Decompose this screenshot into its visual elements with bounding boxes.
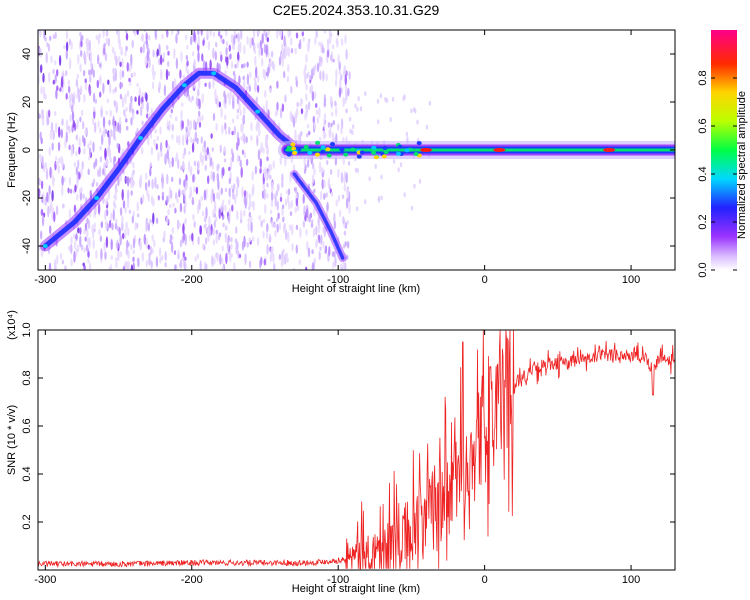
colorbar-gradient — [711, 30, 737, 270]
spectrogram-x-ticks: -300 -200 -100 0 100 — [34, 30, 640, 286]
arc-trace-point — [211, 71, 217, 76]
y-tick-label: 0.8 — [21, 370, 33, 385]
spectrogram-traces — [39, 67, 675, 262]
arc-trace-point — [181, 83, 187, 88]
spectrogram-y-ticks: -40 -20 0 20 40 — [21, 48, 675, 254]
carrier-blob — [381, 154, 387, 159]
carrier-blob — [339, 147, 345, 152]
x-tick-label: 100 — [622, 274, 640, 286]
snr-series-line — [38, 330, 675, 570]
y-tick-label: 1.0 — [21, 322, 33, 337]
carrier-peak — [603, 148, 616, 152]
carrier-blob — [286, 152, 292, 157]
colorbar-label: Normalized spectral amplitude — [736, 91, 748, 239]
carrier-blob — [396, 151, 401, 156]
y-tick-label: 0.4 — [21, 466, 33, 481]
y-tick-label: 0 — [21, 147, 33, 153]
x-tick-label: -100 — [327, 274, 349, 286]
y-tick-label: -20 — [21, 190, 33, 206]
arc-trace-point — [138, 136, 144, 140]
snr-x-ticks: -300 -200 -100 0 100 — [34, 330, 640, 586]
carrier-blob — [315, 140, 321, 145]
figure-title: C2E5.2024.353.10.31.G29 — [273, 2, 440, 18]
y-tick-label: 40 — [21, 48, 33, 60]
spectrogram-x-label: Height of straight line (km) — [292, 283, 420, 295]
carrier-blob — [296, 147, 302, 152]
carrier-peak — [493, 148, 506, 152]
carrier-blob — [373, 155, 379, 160]
x-tick-label: -300 — [34, 274, 56, 286]
carrier-blob — [303, 144, 309, 149]
x-tick-label: 100 — [622, 574, 640, 586]
arc-trace-point — [255, 109, 261, 114]
carrier-blob — [416, 141, 422, 146]
snr-y-ticks: 0.2 0.4 0.6 0.8 1.0 — [21, 322, 675, 530]
snr-frame — [37, 329, 676, 571]
carrier-blob — [320, 145, 326, 150]
x-tick-label: -200 — [181, 574, 203, 586]
carrier-blob — [326, 153, 332, 158]
colorbar-ticks: 0.0 0.2 0.4 0.6 0.8 — [697, 70, 737, 278]
carrier-blob — [371, 150, 377, 155]
carrier-blob — [330, 142, 335, 147]
x-tick-label: 0 — [482, 274, 488, 286]
snr-panel: -300 -200 -100 0 100 0.2 0.4 0.6 0.8 1.0 Height … — [6, 310, 676, 595]
carrier-blob — [290, 142, 296, 147]
spectrogram-y-label: Frequency (Hz) — [6, 112, 18, 188]
snr-scale-note: (x10⁴) — [6, 310, 18, 340]
y-tick-label: 20 — [21, 96, 33, 108]
carrier-blob — [343, 152, 349, 157]
carrier-blob — [397, 144, 403, 149]
carrier-blob — [413, 152, 419, 156]
carrier-blob — [382, 145, 388, 150]
carrier-blob — [307, 150, 313, 155]
carrier-blob — [371, 145, 377, 150]
carrier-blob — [314, 152, 320, 157]
carrier-blob — [359, 150, 365, 155]
arc-trace-point — [42, 244, 48, 248]
arc-trace-point — [94, 196, 100, 200]
carrier-blob — [320, 149, 326, 154]
carrier-blob — [350, 147, 356, 152]
snr-y-label: SNR (10 * v/v) — [6, 405, 18, 475]
colorbar-tick-label: 0.6 — [697, 118, 709, 133]
carrier-blob — [292, 151, 298, 155]
carrier-blob — [356, 154, 362, 159]
colorbar-tick-label: 0.8 — [697, 70, 709, 85]
y-tick-label: -40 — [21, 238, 33, 254]
x-tick-label: -200 — [181, 274, 203, 286]
carrier-blob — [286, 145, 292, 150]
colorbar-tick-label: 0.2 — [697, 214, 709, 229]
snr-x-label: Height of straight line (km) — [292, 583, 420, 595]
carrier-peak — [420, 148, 433, 152]
colorbar: 0.0 0.2 0.4 0.6 0.8 Normalized spectral ampl… — [697, 30, 748, 278]
y-tick-label: 0.2 — [21, 514, 33, 529]
colorbar-tick-label: 0.4 — [697, 166, 709, 181]
descending-trace-core — [292, 172, 345, 260]
carrier-blob — [325, 147, 331, 152]
x-tick-label: -300 — [34, 574, 56, 586]
colorbar-tick-label: 0.0 — [697, 262, 709, 277]
carrier-blob — [291, 146, 296, 151]
carrier-blob — [383, 150, 389, 155]
y-tick-label: 0.6 — [21, 418, 33, 433]
carrier-blob — [404, 148, 410, 153]
x-tick-label: 0 — [482, 574, 488, 586]
x-tick-label: -100 — [327, 574, 349, 586]
